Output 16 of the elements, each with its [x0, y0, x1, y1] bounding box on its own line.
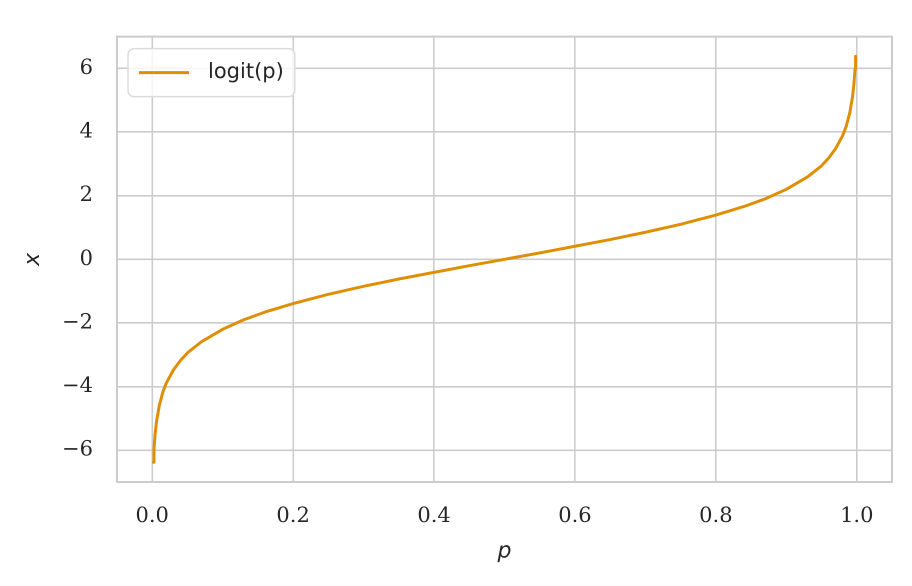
y-tick-label: −6	[62, 436, 93, 461]
legend-label: logit(p)	[208, 59, 284, 84]
y-axis-title: x	[20, 252, 45, 267]
y-tick-label: 0	[80, 246, 93, 270]
x-axis-title: p	[496, 538, 512, 564]
x-tick-label: 0.6	[558, 503, 592, 528]
y-tick-label: 2	[80, 182, 93, 206]
x-tick-label: 0.4	[417, 503, 451, 528]
y-tick-label: −2	[62, 309, 93, 334]
y-tick-label: 4	[80, 118, 93, 142]
y-tick-label: 6	[80, 54, 93, 79]
x-tick-label: 0.2	[276, 503, 310, 528]
x-tick-label: 0.8	[699, 503, 733, 528]
x-tick-label: 0.0	[136, 503, 169, 528]
x-tick-label: 1.0	[840, 503, 874, 528]
y-tick-label: −4	[62, 373, 93, 398]
